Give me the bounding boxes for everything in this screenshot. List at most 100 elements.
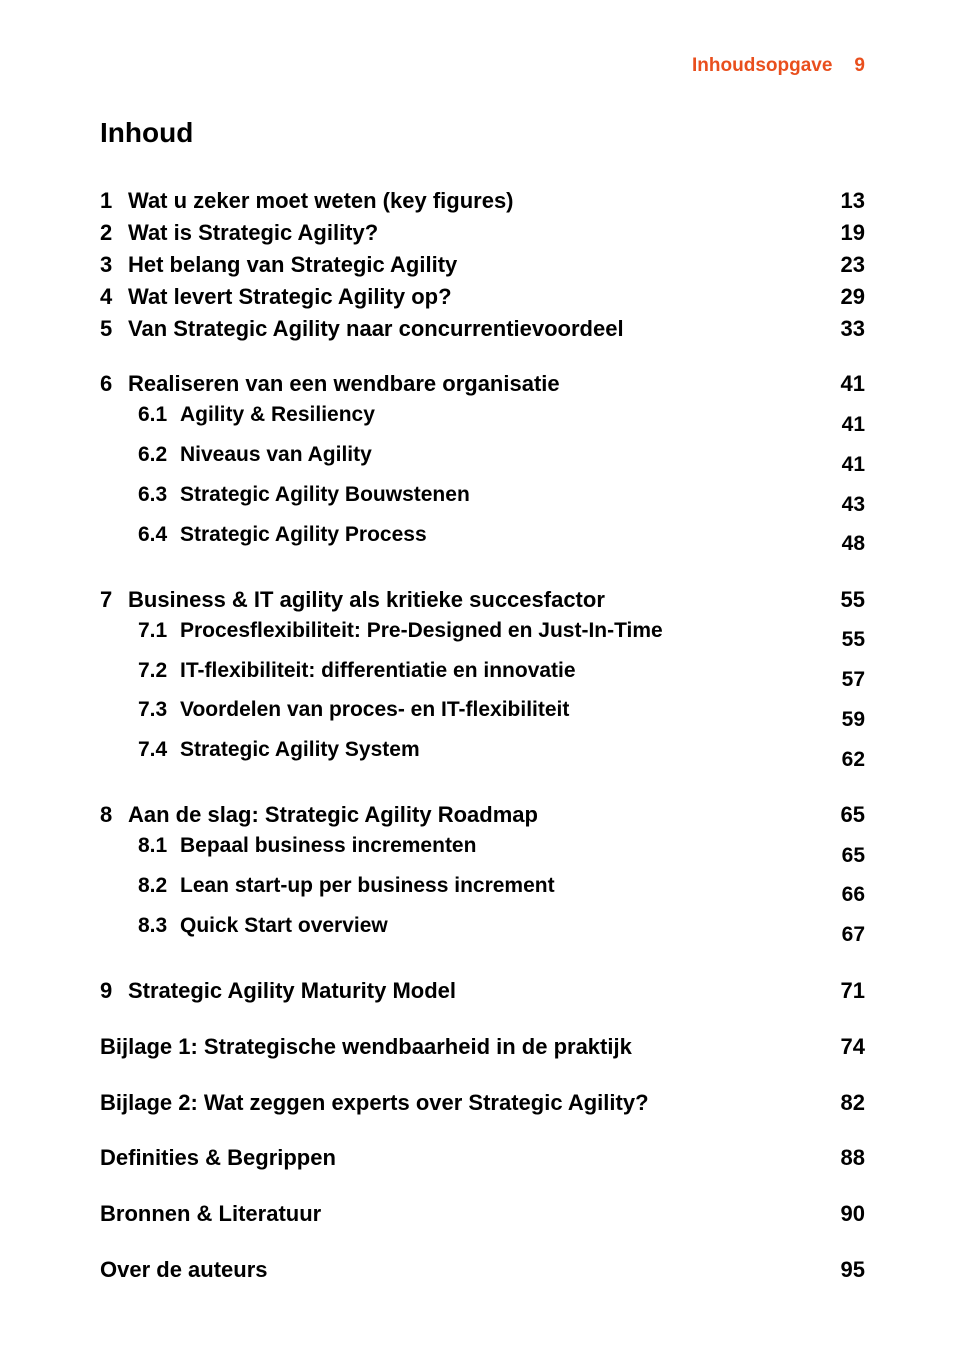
toc-num: 9 (100, 975, 128, 1007)
toc-page: 55 (841, 584, 865, 616)
toc-title: Lean start-up per business increment (180, 871, 555, 901)
toc-page: 41 (842, 450, 865, 480)
toc-title: Strategic Agility Process (180, 520, 427, 550)
toc-page: 59 (842, 705, 865, 735)
toc-title: Niveaus van Agility (180, 440, 372, 470)
toc-num: 7.4 (138, 735, 180, 765)
toc-num: 7.2 (138, 656, 180, 686)
toc-page: 29 (841, 281, 865, 313)
toc-group-6: 6Realiseren van een wendbare organisatie… (100, 368, 865, 559)
toc-num: 8.3 (138, 911, 180, 941)
toc-page: 71 (841, 975, 865, 1007)
toc-page: 88 (841, 1142, 865, 1174)
toc-entry-ch6-1: 6.1Agility & Resiliency 41 (100, 400, 865, 440)
header-page-number: 9 (854, 55, 865, 77)
toc-num: 7 (100, 584, 128, 616)
toc-entry-sources: Bronnen & Literatuur 90 (100, 1198, 865, 1230)
toc-entry-appendix1: Bijlage 1: Strategische wendbaarheid in … (100, 1031, 865, 1063)
toc-page: 48 (842, 529, 865, 559)
toc-page: 82 (841, 1087, 865, 1119)
toc-page: 55 (842, 625, 865, 655)
toc-num: 6.3 (138, 480, 180, 510)
toc-title: Het belang van Strategic Agility (128, 249, 457, 281)
toc-entry-ch1: 1Wat u zeker moet weten (key figures) 13 (100, 185, 865, 217)
toc-title: Wat is Strategic Agility? (128, 217, 378, 249)
toc-entry-ch8: 8Aan de slag: Strategic Agility Roadmap … (100, 799, 865, 831)
toc-title: Agility & Resiliency (180, 400, 375, 430)
toc-entry-ch7: 7Business & IT agility als kritieke succ… (100, 584, 865, 616)
page-header: Inhoudsopgave 9 (100, 55, 865, 77)
toc-group-definitions: Definities & Begrippen 88 (100, 1142, 865, 1174)
toc-title: IT-flexibiliteit: differentiatie en inno… (180, 656, 576, 686)
toc-title: Bijlage 1: Strategische wendbaarheid in … (100, 1031, 632, 1063)
toc-page: 33 (841, 313, 865, 345)
toc-entry-ch7-4: 7.4Strategic Agility System 62 (100, 735, 865, 775)
toc-num: 6.1 (138, 400, 180, 430)
toc-entry-ch2: 2Wat is Strategic Agility? 19 (100, 217, 865, 249)
toc-entry-ch8-3: 8.3Quick Start overview 67 (100, 911, 865, 951)
toc-page: 66 (842, 880, 865, 910)
toc-group-appendix2: Bijlage 2: Wat zeggen experts over Strat… (100, 1087, 865, 1119)
toc-entry-ch8-2: 8.2Lean start-up per business increment … (100, 871, 865, 911)
toc-title: Strategic Agility Bouwstenen (180, 480, 470, 510)
toc-entry-ch4: 4Wat levert Strategic Agility op? 29 (100, 281, 865, 313)
toc-title: Business & IT agility als kritieke succe… (128, 584, 605, 616)
toc-group-7: 7Business & IT agility als kritieke succ… (100, 584, 865, 775)
toc-group-8: 8Aan de slag: Strategic Agility Roadmap … (100, 799, 865, 951)
toc-entry-ch3: 3Het belang van Strategic Agility 23 (100, 249, 865, 281)
toc-entry-ch8-1: 8.1Bepaal business incrementen 65 (100, 831, 865, 871)
toc-group-appendix1: Bijlage 1: Strategische wendbaarheid in … (100, 1031, 865, 1063)
toc-page: 23 (841, 249, 865, 281)
toc-title: Voordelen van proces- en IT-flexibilitei… (180, 695, 569, 725)
toc-num: 3 (100, 249, 128, 281)
toc-entry-ch9: 9Strategic Agility Maturity Model 71 (100, 975, 865, 1007)
toc-num: 8.2 (138, 871, 180, 901)
toc-page: 43 (842, 490, 865, 520)
toc-num: 4 (100, 281, 128, 313)
toc-page: 67 (842, 920, 865, 950)
toc-page: 57 (842, 665, 865, 695)
toc-entry-authors: Over de auteurs 95 (100, 1254, 865, 1286)
toc-page: 74 (841, 1031, 865, 1063)
toc-entry-ch7-3: 7.3Voordelen van proces- en IT-flexibili… (100, 695, 865, 735)
toc-title: Van Strategic Agility naar concurrentiev… (128, 313, 624, 345)
toc-title: Wat u zeker moet weten (key figures) (128, 185, 514, 217)
toc-entry-ch6: 6Realiseren van een wendbare organisatie… (100, 368, 865, 400)
toc-title: Bronnen & Literatuur (100, 1198, 321, 1230)
toc-page: 13 (841, 185, 865, 217)
toc-num: 7.3 (138, 695, 180, 725)
toc-num: 6.2 (138, 440, 180, 470)
toc-num: 8.1 (138, 831, 180, 861)
toc-group-9: 9Strategic Agility Maturity Model 71 (100, 975, 865, 1007)
toc-num: 1 (100, 185, 128, 217)
toc-entry-ch7-2: 7.2IT-flexibiliteit: differentiatie en i… (100, 656, 865, 696)
toc-group-authors: Over de auteurs 95 (100, 1254, 865, 1286)
toc-num: 7.1 (138, 616, 180, 646)
toc-entry-ch6-4: 6.4Strategic Agility Process 48 (100, 520, 865, 560)
toc-page: 90 (841, 1198, 865, 1230)
toc-title: Aan de slag: Strategic Agility Roadmap (128, 799, 538, 831)
toc-title: Quick Start overview (180, 911, 388, 941)
toc-page: 41 (842, 410, 865, 440)
toc-page: 62 (842, 745, 865, 775)
toc-entry-ch5: 5Van Strategic Agility naar concurrentie… (100, 313, 865, 345)
toc-page: 65 (842, 841, 865, 871)
toc-page: 65 (841, 799, 865, 831)
header-section-label: Inhoudsopgave (692, 55, 832, 77)
toc-num: 2 (100, 217, 128, 249)
toc-page: 41 (841, 368, 865, 400)
toc-title: Procesflexibiliteit: Pre-Designed en Jus… (180, 616, 663, 646)
toc-title: Definities & Begrippen (100, 1142, 336, 1174)
toc-page: 95 (841, 1254, 865, 1286)
toc-entry-ch6-3: 6.3Strategic Agility Bouwstenen 43 (100, 480, 865, 520)
toc-entry-ch6-2: 6.2Niveaus van Agility 41 (100, 440, 865, 480)
toc-page: 19 (841, 217, 865, 249)
toc-num: 6 (100, 368, 128, 400)
toc-entry-ch7-1: 7.1Procesflexibiliteit: Pre-Designed en … (100, 616, 865, 656)
toc-num: 5 (100, 313, 128, 345)
toc-title: Realiseren van een wendbare organisatie (128, 368, 560, 400)
toc-group-sources: Bronnen & Literatuur 90 (100, 1198, 865, 1230)
toc-num: 6.4 (138, 520, 180, 550)
toc-title: Bepaal business incrementen (180, 831, 476, 861)
toc-title: Bijlage 2: Wat zeggen experts over Strat… (100, 1087, 649, 1119)
